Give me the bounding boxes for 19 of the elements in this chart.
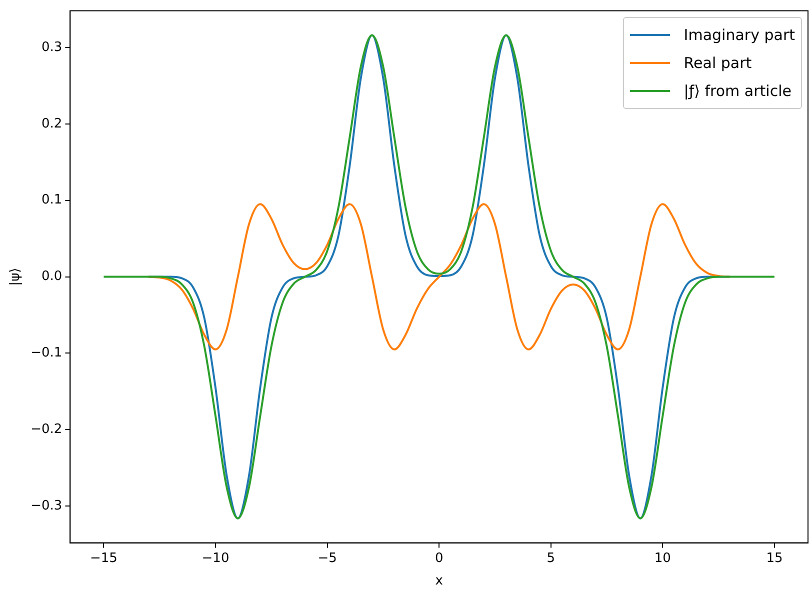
legend-label: Real part [684,54,752,72]
x-tick-label: −5 [318,550,337,566]
x-tick-label: 5 [546,550,556,566]
y-tick-label: −0.3 [30,498,62,514]
legend-label: |ƒ⟩ from article [684,82,792,100]
legend-label: Imaginary part [684,26,795,44]
y-tick-label: 0.3 [41,40,62,55]
x-tick-label: −10 [202,550,230,566]
y-tick-label: −0.1 [30,346,62,361]
x-tick-label: 15 [766,550,783,566]
y-tick-label: 0.2 [41,116,62,132]
x-tick-label: −15 [90,550,118,566]
y-axis-title: |ψ⟩ [8,268,24,286]
x-tick-label: 10 [654,550,671,566]
y-tick-label: −0.2 [30,422,62,438]
x-axis-title: x [435,574,444,589]
y-tick-label: 0.1 [41,192,62,208]
y-tick-label: 0.0 [41,269,62,284]
x-tick-label: 0 [434,550,444,566]
